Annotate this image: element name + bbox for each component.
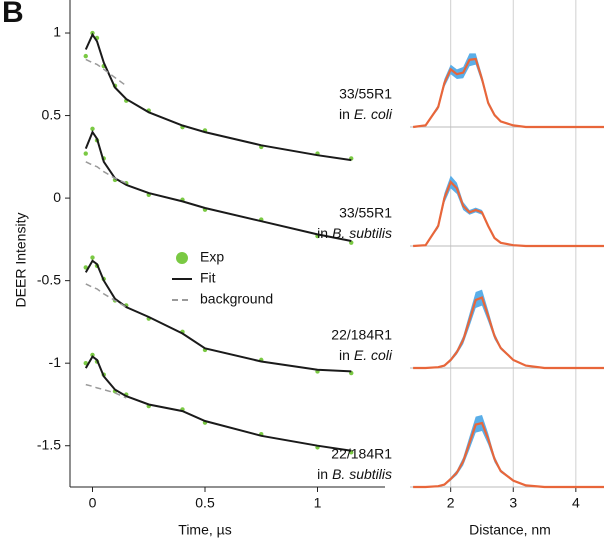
panel-label-host: E. coli	[354, 106, 393, 122]
y-tick-label: 0.5	[42, 106, 62, 122]
distance-distribution	[413, 180, 604, 248]
x-axis-label: Distance, nm	[469, 522, 551, 538]
exp-point	[83, 151, 88, 156]
fit-line	[84, 355, 352, 452]
distance-distribution	[413, 296, 604, 370]
panel-label: 22/184R1	[331, 446, 392, 462]
fit-line	[84, 259, 352, 373]
fit-line	[84, 129, 352, 242]
y-tick-label: -1.5	[37, 436, 61, 452]
uncertainty-band	[413, 53, 604, 127]
distance-distribution	[412, 57, 604, 129]
distance-distribution	[413, 421, 604, 489]
panel-label-prefix: in	[339, 106, 350, 122]
x-tick-label: 0	[89, 495, 97, 511]
y-tick-label: -0.5	[37, 271, 61, 287]
y-tick-label: -1	[49, 354, 62, 370]
y-axis-label: DEER Intensity	[13, 213, 29, 308]
panel-label-prefix: in	[317, 466, 328, 482]
exp-point	[83, 360, 88, 366]
background-line	[85, 383, 127, 399]
x-tick-label: 0.5	[195, 495, 215, 511]
legend-label: Fit	[200, 270, 216, 286]
panel-label: 33/55R1	[339, 205, 392, 221]
y-tick-label: 0	[53, 189, 61, 205]
exp-point	[90, 352, 95, 358]
panel-label: 33/55R1	[339, 86, 392, 102]
panel-label: in B. subtilis	[317, 225, 392, 241]
fit-line	[84, 32, 352, 162]
exp-point	[83, 53, 88, 59]
exp-point	[90, 126, 95, 131]
y-tick-label: 1	[53, 24, 61, 40]
panel-label-host: B. subtilis	[332, 466, 392, 482]
x-tick-label: 1	[314, 495, 322, 511]
legend-marker	[176, 252, 188, 264]
panel-label: B	[2, 0, 24, 29]
panel-label-host: E. coli	[354, 347, 393, 363]
x-tick-label: 4	[572, 495, 580, 511]
x-tick-label: 2	[447, 495, 455, 511]
exp-point	[83, 265, 88, 270]
panel-label-host: B. subtilis	[332, 225, 392, 241]
x-axis-label: Time, µs	[178, 522, 231, 538]
background-line	[85, 283, 127, 308]
background-line	[85, 161, 127, 184]
panel-label-prefix: in	[339, 347, 350, 363]
panel-label: in E. coli	[339, 347, 393, 363]
x-tick-label: 3	[509, 495, 517, 511]
panel-label: 22/184R1	[331, 327, 392, 343]
legend-label: background	[200, 291, 273, 307]
panel-label: in B. subtilis	[317, 466, 392, 482]
panel-label: in E. coli	[339, 106, 393, 122]
panel-label-prefix: in	[317, 225, 328, 241]
uncertainty-band	[413, 415, 604, 487]
exp-point	[90, 255, 95, 260]
legend-label: Exp	[200, 249, 224, 265]
background-line	[85, 58, 127, 87]
